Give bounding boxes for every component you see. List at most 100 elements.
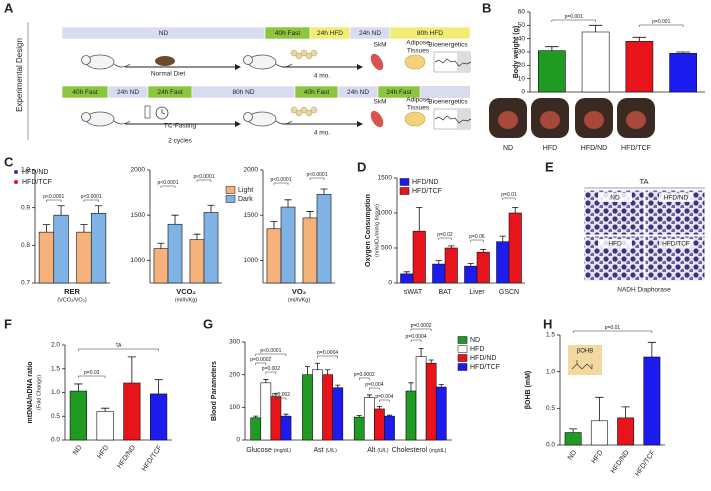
bar bbox=[316, 194, 332, 284]
bar bbox=[153, 248, 169, 284]
y-tick-label: 20 bbox=[518, 62, 526, 69]
error-bar bbox=[207, 204, 215, 213]
y-tick-label: 0 bbox=[521, 89, 525, 96]
significance-bracket bbox=[410, 339, 422, 342]
y-tick-label: 1500 bbox=[131, 212, 146, 219]
x-tick-label: BAT bbox=[438, 289, 452, 296]
bar bbox=[444, 247, 458, 284]
food-icon bbox=[305, 52, 313, 60]
legend-label: ND bbox=[470, 337, 480, 344]
legend-swatch bbox=[457, 363, 468, 371]
error-bar bbox=[127, 356, 137, 383]
p-value: p=0.01 bbox=[605, 325, 621, 331]
bar bbox=[38, 231, 55, 284]
food-icon bbox=[305, 109, 313, 117]
bar bbox=[464, 265, 478, 284]
legend-label: HFD/TCF bbox=[470, 364, 500, 371]
panel-letter: D bbox=[357, 159, 366, 174]
legend-swatch bbox=[399, 187, 410, 195]
bar bbox=[189, 239, 205, 284]
bar bbox=[590, 420, 608, 446]
p-value: p=0.03 bbox=[84, 370, 100, 376]
error-bar bbox=[467, 263, 474, 267]
bar bbox=[250, 417, 262, 441]
y-tick-label: 2000 bbox=[244, 167, 259, 174]
tile-label: ND bbox=[610, 195, 620, 202]
x-tick-units: (U/L) bbox=[377, 448, 388, 454]
error-bar bbox=[418, 348, 424, 357]
x-tick-label: GSCN bbox=[499, 289, 519, 296]
p-value: p=0.01 bbox=[501, 192, 517, 198]
error-bar bbox=[263, 379, 269, 383]
bar bbox=[332, 387, 344, 441]
bar bbox=[266, 228, 282, 284]
error-bar bbox=[273, 392, 279, 397]
x-axis-label: VCO₂ bbox=[176, 287, 196, 296]
error-bar bbox=[80, 224, 88, 233]
y-tick-label: 2.0 bbox=[51, 342, 60, 349]
y-tick-label: 1.5 bbox=[51, 365, 60, 372]
bar bbox=[76, 231, 92, 284]
x-tick-label: Ast bbox=[314, 447, 324, 454]
x-tick-label: Alt bbox=[367, 447, 375, 454]
legend-dot bbox=[14, 180, 18, 184]
p-value: p=0.0002 bbox=[250, 357, 271, 363]
x-tick-units: (U/L) bbox=[326, 448, 337, 454]
bar bbox=[432, 263, 446, 284]
mouse-icon bbox=[243, 55, 253, 65]
diagram-note: Adipose bbox=[406, 40, 430, 47]
bar bbox=[260, 382, 272, 441]
side-label: Experimental Design bbox=[15, 38, 24, 112]
error-bar bbox=[499, 235, 506, 242]
bar bbox=[625, 41, 654, 93]
hourglass-icon bbox=[144, 105, 151, 119]
bioenergetics-trace bbox=[434, 115, 472, 124]
y-tick-label: 1500 bbox=[244, 212, 259, 219]
bar bbox=[538, 50, 566, 93]
significance-bracket bbox=[470, 239, 484, 242]
significance-bracket bbox=[317, 355, 339, 358]
x-tick-label: HFD bbox=[591, 449, 605, 465]
error-bar bbox=[356, 415, 362, 418]
x-tick-label: Glucose bbox=[246, 447, 272, 454]
legend-swatch bbox=[399, 178, 410, 186]
mouse-photo-tissue bbox=[626, 111, 646, 129]
bar bbox=[564, 432, 582, 446]
error-bar bbox=[320, 188, 328, 195]
error-bar bbox=[438, 384, 444, 388]
significance-bracket bbox=[196, 179, 212, 182]
error-bar bbox=[193, 233, 201, 240]
diagram-note: 2 cycles bbox=[168, 138, 192, 145]
x-tick-label: HFD/ND bbox=[116, 444, 137, 470]
y-tick-label: 40 bbox=[518, 35, 526, 42]
panel-letter: H bbox=[543, 316, 552, 331]
histology-title: TA bbox=[639, 177, 648, 186]
y-tick-label: 200 bbox=[229, 371, 240, 378]
tile-label: HFD/TCF bbox=[662, 241, 690, 248]
y-tick-label: 30 bbox=[518, 49, 526, 56]
mouse-icon bbox=[81, 55, 91, 65]
bar bbox=[353, 416, 365, 441]
error-bar bbox=[632, 36, 647, 42]
panel-letter: F bbox=[4, 316, 12, 331]
error-bar bbox=[428, 359, 434, 364]
diagram-note: Tissues bbox=[407, 48, 430, 55]
significance-bracket bbox=[265, 371, 277, 374]
bar bbox=[374, 408, 385, 441]
error-bar bbox=[171, 214, 179, 225]
bar bbox=[322, 374, 334, 441]
x-tick-label: HFD/TCF bbox=[634, 449, 657, 478]
legend-swatch bbox=[457, 345, 468, 353]
bioenergetics-trace bbox=[434, 58, 472, 67]
error-bar bbox=[100, 407, 110, 412]
timeline-label: 24h HFD bbox=[317, 30, 343, 37]
significance-bracket bbox=[639, 24, 684, 27]
bar bbox=[280, 206, 296, 284]
diagram-note: SkM bbox=[374, 42, 387, 49]
significance-bracket bbox=[379, 399, 390, 402]
inset-box bbox=[568, 345, 602, 375]
timeline-label: 24h ND bbox=[117, 89, 139, 96]
y-tick-label: 50 bbox=[518, 22, 526, 29]
error-bar bbox=[480, 249, 487, 253]
bar bbox=[581, 31, 610, 93]
